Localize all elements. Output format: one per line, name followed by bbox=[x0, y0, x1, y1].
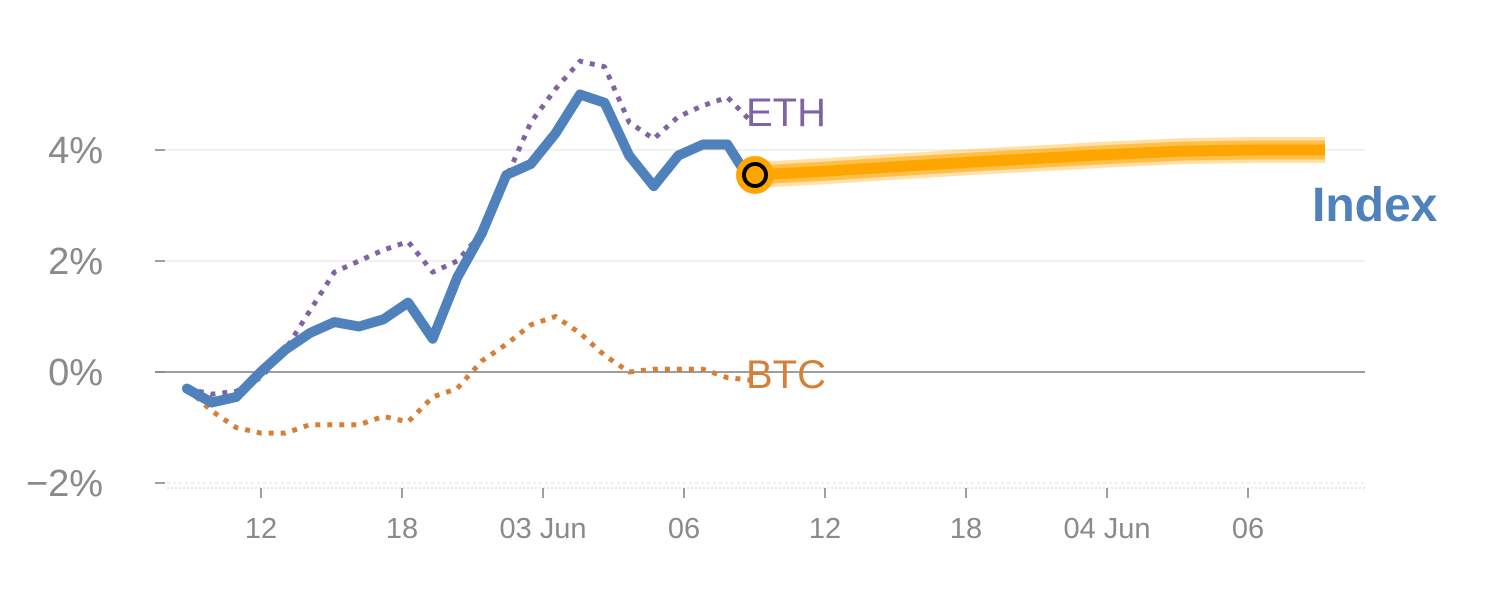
x-tick-label: 12 bbox=[809, 513, 841, 545]
forecast bbox=[736, 137, 1325, 194]
eth-line bbox=[186, 58, 754, 397]
forecast-line bbox=[754, 144, 1325, 181]
x-tick-label: 04 Jun bbox=[1063, 513, 1150, 545]
x-axis: 12 18 03 Jun 06 12 18 04 Jun 06 bbox=[167, 487, 1365, 545]
y-tick-label: 2% bbox=[48, 241, 103, 283]
y-tick-label: −2% bbox=[26, 463, 103, 505]
btc-line bbox=[185, 314, 753, 436]
x-tick-label: 12 bbox=[245, 513, 277, 545]
y-axis: 4% 2% 0% −2% bbox=[26, 130, 165, 505]
index-label: Index bbox=[1312, 179, 1438, 232]
series-labels: ETH BTC Index bbox=[746, 91, 1438, 397]
x-tick-label: 03 Jun bbox=[499, 513, 586, 545]
x-tick-label: 06 bbox=[668, 513, 700, 545]
gridlines bbox=[155, 149, 1365, 484]
index-line bbox=[182, 89, 757, 408]
forecast-start-marker bbox=[742, 161, 768, 188]
y-tick-label: 4% bbox=[48, 130, 103, 172]
x-tick-label: 18 bbox=[386, 513, 418, 545]
series-lines bbox=[182, 58, 757, 436]
btc-label: BTC bbox=[746, 353, 826, 397]
eth-label: ETH bbox=[746, 91, 826, 135]
x-tick-label: 06 bbox=[1232, 513, 1264, 545]
x-tick-label: 18 bbox=[950, 513, 982, 545]
y-tick-label: 0% bbox=[48, 352, 103, 394]
